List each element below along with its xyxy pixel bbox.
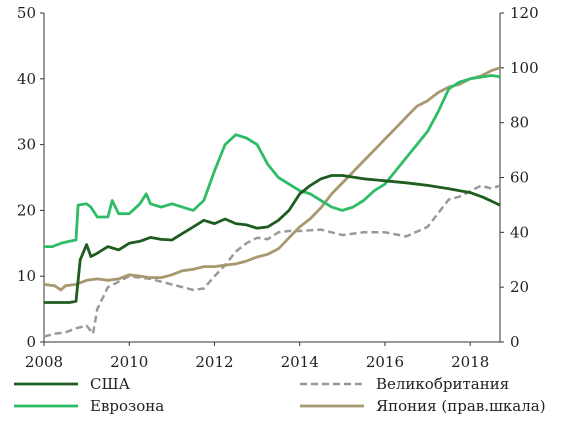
- right-y-tick-label: 60: [510, 169, 529, 187]
- left-y-tick-label: 0: [26, 333, 36, 351]
- series-layer: [43, 66, 501, 338]
- x-tick-label: 2016: [366, 353, 404, 371]
- left-y-tick-label: 50: [17, 4, 36, 22]
- right-y-tick-label: 40: [510, 223, 529, 241]
- right-y-tick-label: 20: [510, 278, 529, 296]
- legend: США Великобритания Еврозона Япония (прав.шк…: [14, 375, 546, 415]
- x-tick-label: 2012: [195, 353, 233, 371]
- right-y-tick-label: 120: [510, 4, 539, 22]
- left-y-tick-label: 30: [17, 136, 36, 154]
- series-line-0: [44, 174, 501, 304]
- left-y-tick-label: 20: [17, 201, 36, 219]
- x-tick-label: 2018: [451, 353, 489, 371]
- right-y-tick-label: 0: [510, 333, 520, 351]
- axes-layer: 0 10 20 30 40 50 0 20 40 60 80 100 120 2008 2010 2012 20…: [17, 4, 539, 371]
- legend-item: Еврозона: [14, 397, 164, 415]
- legend-item: США: [14, 375, 131, 393]
- x-tick-label: 2014: [281, 353, 319, 371]
- legend-label: США: [90, 375, 131, 393]
- right-y-tick-label: 100: [510, 59, 539, 77]
- left-y-tick-label: 10: [17, 267, 36, 285]
- left-y-tick-label: 40: [17, 70, 36, 88]
- legend-item: Великобритания: [300, 375, 509, 393]
- series-line-1: [43, 184, 501, 338]
- legend-label: Еврозона: [90, 397, 164, 415]
- x-tick-label: 2010: [110, 353, 148, 371]
- legend-label: Великобритания: [376, 375, 509, 393]
- legend-item: Япония (прав.шкала): [300, 397, 546, 415]
- x-tick-label: 2008: [25, 353, 63, 371]
- series-line-3: [43, 66, 501, 292]
- legend-label: Япония (прав.шкала): [376, 397, 546, 415]
- series-line-2: [44, 74, 501, 248]
- right-y-tick-label: 80: [510, 114, 529, 132]
